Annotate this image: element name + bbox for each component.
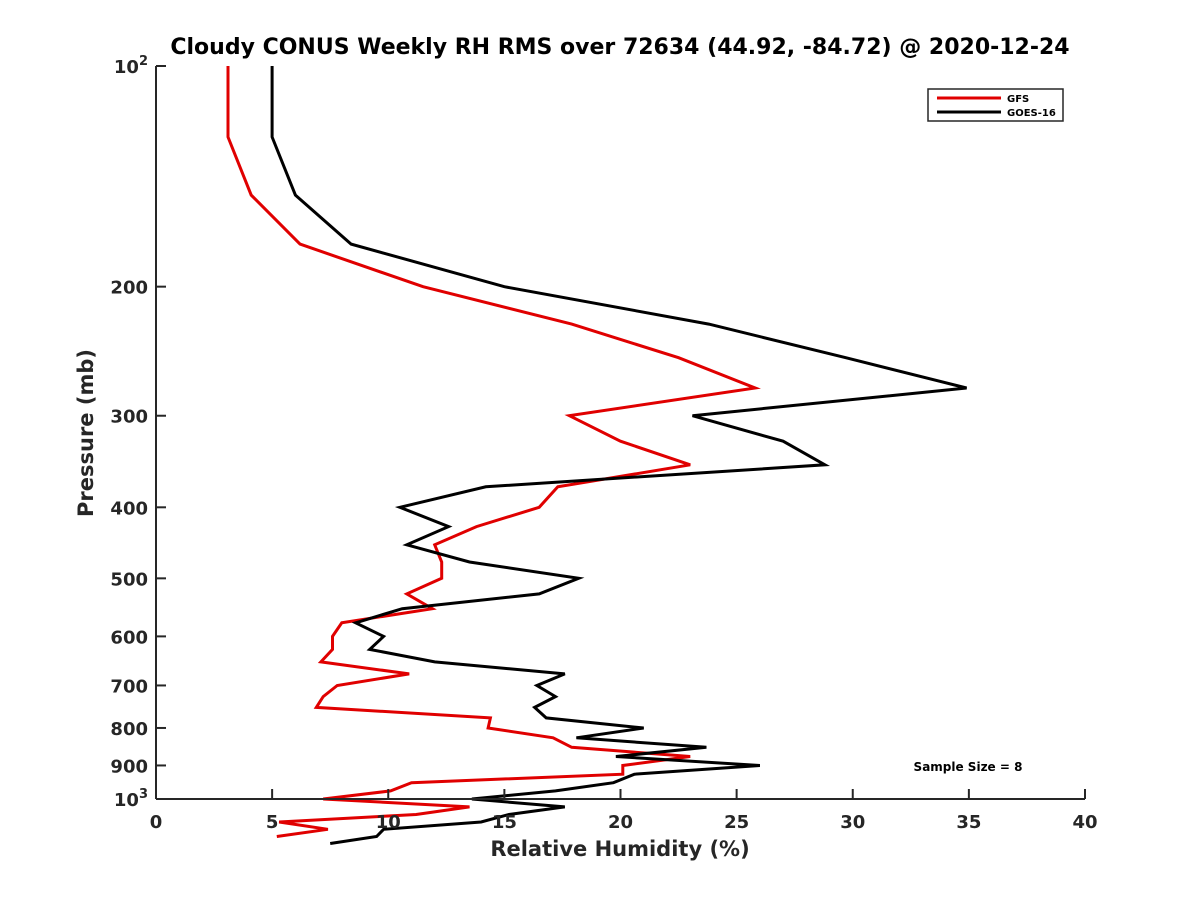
series-line-gfs xyxy=(226,66,761,838)
y-tick-label: 400 xyxy=(110,498,148,519)
y-tick-label: 600 xyxy=(110,627,148,648)
legend-label: GOES-16 xyxy=(1007,108,1056,119)
x-ticks: 0 5 10 15 20 25 30 35 40 xyxy=(150,789,1098,833)
y-tick-exponent: 3 xyxy=(139,787,148,802)
x-tick-label: 40 xyxy=(1072,812,1097,833)
series-line-goes-16 xyxy=(270,66,967,845)
x-axis-label: Relative Humidity (%) xyxy=(490,837,749,861)
y-tick-label: 103 xyxy=(114,787,148,811)
y-tick-exponent: 2 xyxy=(139,54,148,69)
y-tick-base: 10 xyxy=(114,57,139,78)
y-tick-base: 10 xyxy=(114,790,139,811)
y-tick-label: 102 xyxy=(114,54,148,78)
x-tick-label: 30 xyxy=(840,812,865,833)
x-tick-label: 15 xyxy=(492,812,517,833)
legend-label: GFS xyxy=(1007,94,1029,105)
series-layer xyxy=(226,66,967,845)
y-tick-label: 200 xyxy=(110,278,148,299)
x-tick-label: 10 xyxy=(376,812,401,833)
y-tick-label: 300 xyxy=(110,407,148,428)
legend-box xyxy=(927,88,1064,122)
y-tick-label: 800 xyxy=(110,719,148,740)
x-tick-label: 5 xyxy=(266,812,279,833)
x-tick-label: 25 xyxy=(724,812,749,833)
legend: GFS GOES-16 xyxy=(927,88,1064,122)
y-axis-label: Pressure (mb) xyxy=(74,349,98,517)
x-tick-label: 0 xyxy=(150,812,163,833)
legend-items: GFS GOES-16 xyxy=(937,94,1056,119)
y-tick-label: 900 xyxy=(110,756,148,777)
plot-area xyxy=(156,66,1085,799)
chart-title: Cloudy CONUS Weekly RH RMS over 72634 (4… xyxy=(170,35,1069,60)
x-tick-label: 20 xyxy=(608,812,633,833)
y-tick-label: 500 xyxy=(110,569,148,590)
x-tick-label: 35 xyxy=(956,812,981,833)
sample-size-annotation: Sample Size = 8 xyxy=(914,760,1023,774)
y-tick-label: 700 xyxy=(110,676,148,697)
